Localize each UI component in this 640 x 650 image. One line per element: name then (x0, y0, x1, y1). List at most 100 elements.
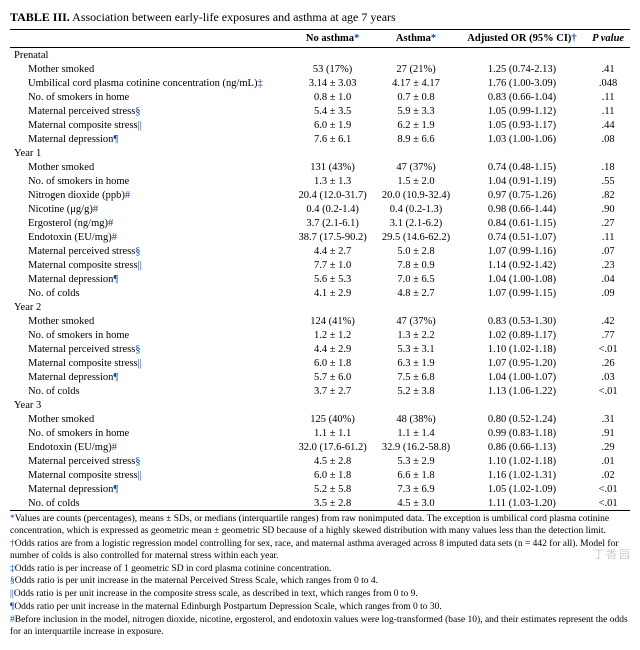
row-label: Maternal perceived stress§ (10, 342, 291, 356)
cell-p: .11 (586, 230, 630, 244)
cell-or: 1.16 (1.02-1.31) (458, 468, 586, 482)
cell-or: 0.80 (0.52-1.24) (458, 412, 586, 426)
row-label: Ergosterol (ng/mg)# (10, 216, 291, 230)
cell-na: 4.5 ± 2.8 (291, 454, 374, 468)
cell-a: 1.3 ± 2.2 (374, 328, 457, 342)
cell-p: .55 (586, 174, 630, 188)
cell-p: .048 (586, 76, 630, 90)
table-row: Maternal composite stress||7.7 ± 1.07.8 … (10, 258, 630, 272)
table-row: Maternal depression¶5.6 ± 5.37.0 ± 6.51.… (10, 272, 630, 286)
table-row: Endotoxin (EU/mg)#38.7 (17.5-90.2)29.5 (… (10, 230, 630, 244)
cell-na: 6.0 ± 1.8 (291, 468, 374, 482)
cell-na: 0.8 ± 1.0 (291, 90, 374, 104)
table-row: Mother smoked131 (43%)47 (37%)0.74 (0.48… (10, 160, 630, 174)
row-label: Maternal depression¶ (10, 132, 291, 146)
row-label: Maternal perceived stress§ (10, 244, 291, 258)
table-row: Mother smoked125 (40%)48 (38%)0.80 (0.52… (10, 412, 630, 426)
cell-na: 3.14 ± 3.03 (291, 76, 374, 90)
cell-or: 1.07 (0.95-1.20) (458, 356, 586, 370)
footnote-symbol: § (135, 456, 140, 467)
cell-na: 1.1 ± 1.1 (291, 426, 374, 440)
table-row: No. of colds4.1 ± 2.94.8 ± 2.71.07 (0.99… (10, 286, 630, 300)
cell-or: 0.74 (0.51-1.07) (458, 230, 586, 244)
cell-or: 1.10 (1.02-1.18) (458, 342, 586, 356)
cell-p: .26 (586, 356, 630, 370)
col-blank (10, 30, 291, 48)
cell-na: 125 (40%) (291, 412, 374, 426)
table-row: Nitrogen dioxide (ppb)#20.4 (12.0-31.7)2… (10, 188, 630, 202)
cell-a: 5.0 ± 2.8 (374, 244, 457, 258)
section-header: Prenatal (10, 48, 630, 63)
cell-p: .31 (586, 412, 630, 426)
cell-a: 3.1 (2.1-6.2) (374, 216, 457, 230)
cell-a: 4.8 ± 2.7 (374, 286, 457, 300)
cell-a: 47 (37%) (374, 160, 457, 174)
cell-na: 6.0 ± 1.8 (291, 356, 374, 370)
cell-na: 5.7 ± 6.0 (291, 370, 374, 384)
row-label: No. of smokers in home (10, 90, 291, 104)
cell-or: 0.84 (0.61-1.15) (458, 216, 586, 230)
col-p: P value (586, 30, 630, 48)
table-row: Mother smoked53 (17%)27 (21%)1.25 (0.74-… (10, 62, 630, 76)
row-label: Nitrogen dioxide (ppb)# (10, 188, 291, 202)
cell-a: 6.3 ± 1.9 (374, 356, 457, 370)
cell-a: 7.8 ± 0.9 (374, 258, 457, 272)
table-row: Ergosterol (ng/mg)#3.7 (2.1-6.1)3.1 (2.1… (10, 216, 630, 230)
table-row: Maternal perceived stress§4.4 ± 2.75.0 ±… (10, 244, 630, 258)
cell-or: 1.25 (0.74-2.13) (458, 62, 586, 76)
col-or: Adjusted OR (95% CI)† (458, 30, 586, 48)
row-label: No. of smokers in home (10, 426, 291, 440)
footnote-symbol: || (138, 260, 142, 271)
cell-a: 0.7 ± 0.8 (374, 90, 457, 104)
cell-na: 38.7 (17.5-90.2) (291, 230, 374, 244)
cell-p: .42 (586, 314, 630, 328)
cell-a: 5.2 ± 3.8 (374, 384, 457, 398)
footnotes: *Values are counts (percentages), means … (10, 514, 630, 639)
cell-or: 0.74 (0.48-1.15) (458, 160, 586, 174)
cell-a: 1.5 ± 2.0 (374, 174, 457, 188)
footnote-symbol: || (138, 470, 142, 481)
cell-na: 4.4 ± 2.7 (291, 244, 374, 258)
cell-p: .02 (586, 468, 630, 482)
row-label: Maternal composite stress|| (10, 258, 291, 272)
cell-or: 1.07 (0.99-1.15) (458, 286, 586, 300)
row-label: Maternal perceived stress§ (10, 104, 291, 118)
cell-a: 4.17 ± 4.17 (374, 76, 457, 90)
footnote-symbol: § (135, 344, 140, 355)
footnote: §Odds ratio is per unit increase in the … (10, 576, 630, 588)
col-asthma: Asthma* (374, 30, 457, 48)
row-label: Maternal composite stress|| (10, 468, 291, 482)
footnote-symbol: || (138, 120, 142, 131)
cell-na: 3.7 (2.1-6.1) (291, 216, 374, 230)
table-row: Umbilical cord plasma cotinine concentra… (10, 76, 630, 90)
cell-or: 1.05 (0.93-1.17) (458, 118, 586, 132)
cell-a: 7.3 ± 6.9 (374, 482, 457, 496)
cell-a: 5.3 ± 3.1 (374, 342, 457, 356)
cell-p: .11 (586, 104, 630, 118)
row-label: Mother smoked (10, 62, 291, 76)
cell-na: 5.2 ± 5.8 (291, 482, 374, 496)
cell-a: 32.9 (16.2-58.8) (374, 440, 457, 454)
footnote-symbol: # (93, 204, 98, 215)
header-row: No asthma* Asthma* Adjusted OR (95% CI)†… (10, 30, 630, 48)
cell-na: 131 (43%) (291, 160, 374, 174)
row-label: Mother smoked (10, 314, 291, 328)
footnote: ||Odds ratio is per unit increase in the… (10, 589, 630, 601)
row-label: Maternal depression¶ (10, 370, 291, 384)
cell-or: 0.83 (0.53-1.30) (458, 314, 586, 328)
cell-p: .91 (586, 426, 630, 440)
cell-na: 53 (17%) (291, 62, 374, 76)
cell-a: 48 (38%) (374, 412, 457, 426)
footnote: ‡Odds ratio is per increase of 1 geometr… (10, 564, 630, 576)
footnote-symbol: # (108, 218, 113, 229)
footnote-symbol: § (135, 246, 140, 257)
cell-p: .90 (586, 202, 630, 216)
footnote-symbol: § (135, 106, 140, 117)
row-label: No. of colds (10, 286, 291, 300)
cell-p: .27 (586, 216, 630, 230)
cell-p: .04 (586, 272, 630, 286)
table-row: No. of smokers in home1.1 ± 1.11.1 ± 1.4… (10, 426, 630, 440)
row-label: Endotoxin (EU/mg)# (10, 230, 291, 244)
table-row: Maternal depression¶5.2 ± 5.87.3 ± 6.91.… (10, 482, 630, 496)
cell-or: 1.04 (1.00-1.07) (458, 370, 586, 384)
